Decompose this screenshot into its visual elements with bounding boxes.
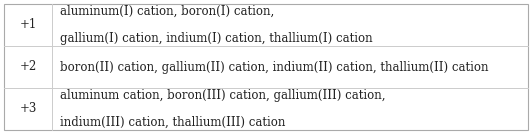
Text: indium(III) cation, thallium(III) cation: indium(III) cation, thallium(III) cation — [60, 116, 285, 129]
Text: aluminum cation, boron(III) cation, gallium(III) cation,: aluminum cation, boron(III) cation, gall… — [60, 89, 386, 102]
Text: boron(II) cation, gallium(II) cation, indium(II) cation, thallium(II) cation: boron(II) cation, gallium(II) cation, in… — [60, 60, 488, 74]
Text: +1: +1 — [19, 18, 37, 31]
Text: +2: +2 — [19, 60, 37, 74]
FancyBboxPatch shape — [4, 4, 528, 130]
Text: +3: +3 — [19, 103, 37, 116]
Text: gallium(I) cation, indium(I) cation, thallium(I) cation: gallium(I) cation, indium(I) cation, tha… — [60, 32, 372, 45]
Text: aluminum(I) cation, boron(I) cation,: aluminum(I) cation, boron(I) cation, — [60, 5, 275, 18]
